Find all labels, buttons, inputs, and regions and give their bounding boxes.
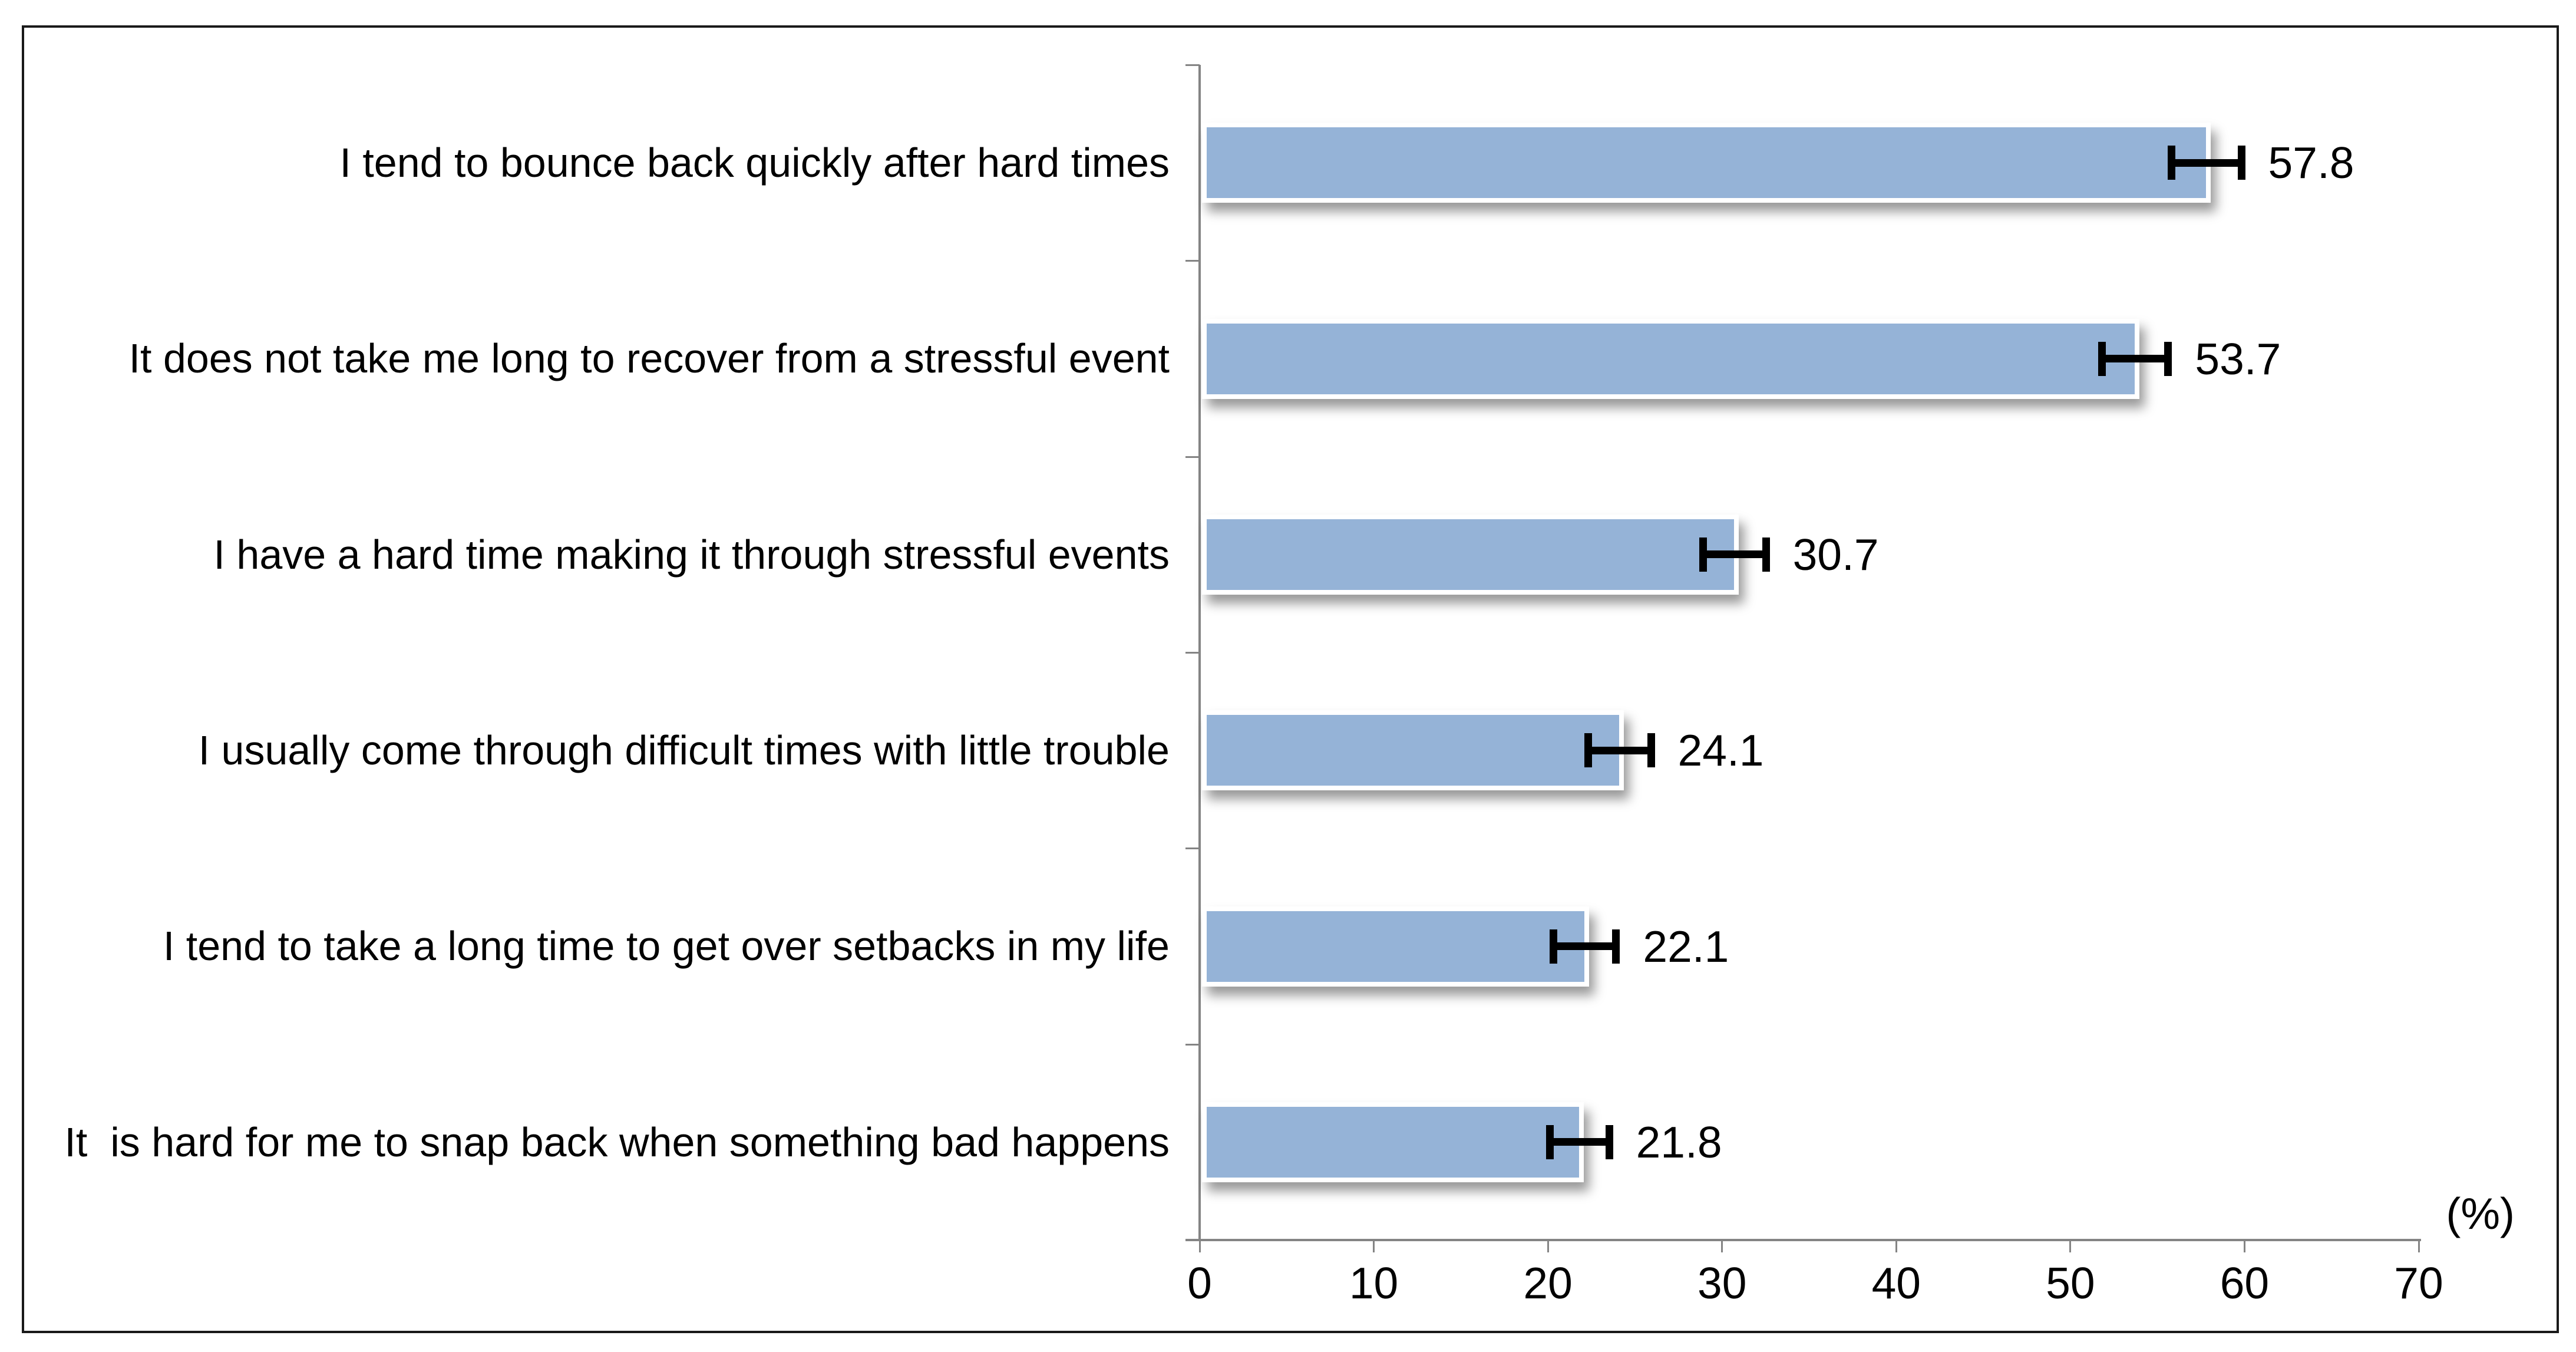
category-tick-mark (1185, 260, 1200, 262)
category-axis-line (1198, 65, 1201, 1241)
error-bar-cap-right (1647, 733, 1655, 768)
value-tick-label: 0 (1187, 1258, 1212, 1308)
value-tick-mark (2418, 1241, 2420, 1252)
bar-outline (1202, 906, 1590, 987)
value-tick-label: 70 (2394, 1258, 2443, 1308)
value-tick-label: 30 (1697, 1258, 1747, 1308)
error-bar-cap-left (1699, 537, 1708, 572)
value-tick-mark (1547, 1241, 1549, 1252)
value-tick-label: 10 (1349, 1258, 1399, 1308)
error-bar-shaft (1550, 1138, 1609, 1146)
bar (1207, 519, 1735, 590)
bar (1207, 911, 1585, 982)
category-tick-mark (1185, 1043, 1200, 1046)
value-tick-mark (1198, 1241, 1201, 1252)
error-bar-cap-right (1762, 537, 1770, 572)
bar-outline (1202, 123, 2211, 203)
value-tick-mark (1895, 1241, 1897, 1252)
category-label: It is hard for me to snap back when some… (64, 1119, 1170, 1165)
category-label: I usually come through difficult times w… (198, 727, 1170, 774)
bar-outline (1202, 710, 1624, 791)
data-label: 57.8 (2268, 138, 2354, 188)
category-label: It does not take me long to recover from… (128, 335, 1170, 382)
bar (1207, 1106, 1580, 1178)
data-label: 53.7 (2195, 334, 2281, 384)
error-bar-cap-right (2237, 146, 2245, 180)
value-tick-label: 40 (1871, 1258, 1921, 1308)
bar (1207, 323, 2135, 394)
error-bar-cap-right (1612, 929, 1620, 964)
error-bar-cap-right (1605, 1125, 1613, 1159)
bar (1207, 715, 1620, 786)
category-tick-mark (1185, 64, 1200, 66)
category-tick-mark (1185, 848, 1200, 850)
axis-unit-label: (%) (2446, 1189, 2515, 1238)
category-label: I tend to bounce back quickly after hard… (339, 140, 1170, 186)
bar-outline (1202, 318, 2140, 399)
error-bar-cap-left (2168, 146, 2176, 180)
category-label: I have a hard time making it through str… (213, 531, 1170, 578)
error-bar-cap-left (1550, 929, 1557, 964)
error-bar-cap-left (2098, 341, 2106, 376)
value-tick-mark (2243, 1241, 2245, 1252)
error-bar-shaft (2171, 159, 2241, 167)
value-tick-label: 60 (2220, 1258, 2270, 1308)
error-bar-shaft (1553, 942, 1616, 950)
error-bar-shaft (1703, 550, 1766, 559)
data-label: 30.7 (1792, 529, 1879, 579)
value-tick-mark (1721, 1241, 1723, 1252)
error-bar-shaft (1588, 746, 1651, 754)
value-tick-label: 50 (2046, 1258, 2095, 1308)
value-tick-label: 20 (1523, 1258, 1573, 1308)
error-bar-cap-left (1584, 733, 1593, 768)
category-tick-mark (1185, 456, 1200, 458)
data-label: 24.1 (1677, 726, 1764, 776)
category-tick-mark (1185, 652, 1200, 654)
data-label: 21.8 (1636, 1117, 1722, 1167)
error-bar-cap-right (2164, 341, 2172, 376)
category-label: I tend to take a long time to get over s… (163, 923, 1170, 970)
error-bar-shaft (2102, 355, 2168, 362)
data-label: 22.1 (1643, 921, 1729, 971)
bar-outline (1202, 1102, 1584, 1182)
value-axis-line (1185, 1239, 2421, 1241)
bar (1207, 127, 2207, 199)
value-tick-mark (2069, 1241, 2072, 1252)
error-bar-cap-left (1546, 1125, 1554, 1159)
bar-outline (1202, 514, 1739, 595)
value-tick-mark (1373, 1241, 1375, 1252)
category-tick-mark (1185, 1239, 1200, 1241)
